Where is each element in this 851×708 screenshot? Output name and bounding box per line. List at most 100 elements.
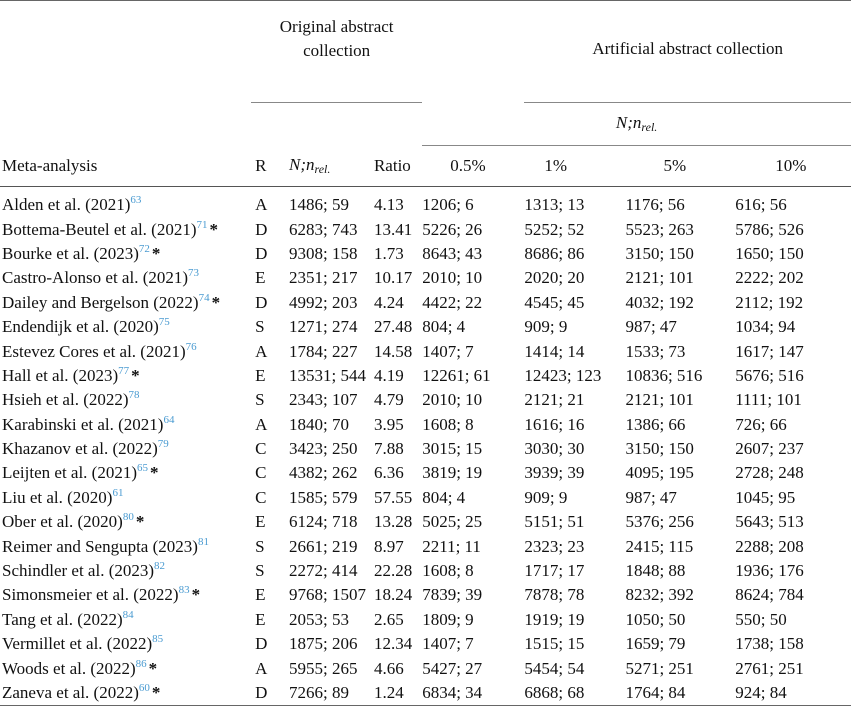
- reference-number: 72: [138, 242, 150, 255]
- ratio-cell: 3.95: [373, 414, 404, 434]
- star-marker: *: [135, 512, 145, 532]
- p5-cell: 1848; 88: [625, 561, 686, 581]
- ratio-cell: 6.36: [373, 463, 404, 483]
- ratio-cell: 7.88: [373, 439, 404, 459]
- r-cell: E: [255, 512, 266, 532]
- p5-cell: 1050; 50: [625, 609, 686, 629]
- p05-cell: 4422; 22: [422, 292, 483, 312]
- p5-cell: 2121; 101: [625, 390, 694, 410]
- meta-analysis-cell: Schindler et al. (2023)82: [2, 560, 166, 581]
- reference-number: 74: [198, 291, 210, 304]
- p10-cell: 5676; 516: [735, 365, 804, 385]
- r-cell: E: [255, 365, 266, 385]
- r-cell: C: [255, 487, 267, 507]
- p10-cell: 2728; 248: [735, 463, 804, 483]
- p5-cell: 1176; 56: [625, 195, 685, 215]
- reference-number: 77: [118, 364, 130, 377]
- ratio-cell: 14.58: [373, 341, 413, 361]
- original-n-cell: 5955; 265: [288, 658, 358, 678]
- p10-cell: 550; 50: [735, 609, 787, 629]
- original-n-cell: 2343; 107: [288, 390, 358, 410]
- table-row: Endendijk et al. (2020)75 S 1271; 274 27.48…: [0, 315, 851, 339]
- original-n-cell: 6283; 743: [288, 219, 358, 239]
- p05-cell: 2010; 10: [422, 390, 483, 410]
- r-cell: D: [255, 219, 268, 239]
- ratio-cell: 13.28: [373, 512, 413, 532]
- p1-cell: 1919; 19: [524, 609, 585, 629]
- p1-cell: 2121; 21: [524, 390, 585, 410]
- original-n-cell: 1875; 206: [288, 634, 358, 654]
- p10-cell: 1617; 147: [735, 341, 804, 361]
- p10-cell: 5643; 513: [735, 512, 804, 532]
- p1-cell: 4545; 45: [524, 292, 585, 312]
- meta-analysis-cell: Hsieh et al. (2022)78: [2, 389, 140, 410]
- r-cell: C: [255, 439, 267, 459]
- p10-cell: 2112; 192: [735, 292, 804, 312]
- p05-cell: 804; 4: [422, 317, 466, 337]
- p10-cell: 2288; 208: [735, 536, 804, 556]
- original-n-cell: 1784; 227: [288, 341, 358, 361]
- p5-cell: 1386; 66: [625, 414, 686, 434]
- reference-number: 78: [128, 389, 140, 402]
- reference-number: 65: [137, 462, 149, 475]
- r-cell: A: [255, 341, 268, 361]
- p1-cell: 1313; 13: [524, 195, 585, 215]
- ratio-cell: 10.17: [373, 268, 413, 288]
- r-cell: D: [255, 634, 268, 654]
- p5-cell: 8232; 392: [625, 585, 694, 605]
- star-marker: *: [131, 365, 140, 385]
- ratio-cell: 27.48: [373, 317, 413, 337]
- star-marker: *: [211, 292, 221, 312]
- col-ratio: Ratio: [373, 145, 423, 187]
- p5-cell: 1764; 84: [625, 683, 686, 702]
- table-row: Bourke et al. (2023)72 * D 9308; 158 1.73 864…: [0, 242, 851, 266]
- original-n-cell: 1271; 274: [288, 317, 358, 337]
- table-row: Estevez Cores et al. (2021)76 A 1784; 227 1…: [0, 339, 851, 363]
- meta-analysis-cell: Endendijk et al. (2020)75: [2, 316, 170, 337]
- p10-cell: 1111; 101: [735, 390, 802, 410]
- artificial-group-header: Artificial abstract collection: [524, 5, 851, 103]
- ratio-cell: 1.24: [373, 683, 404, 702]
- col-meta-analysis: Meta-analysis: [0, 145, 252, 187]
- p1-cell: 6868; 68: [524, 683, 585, 702]
- p10-cell: 8624; 784: [735, 585, 804, 605]
- p1-cell: 2020; 20: [524, 268, 585, 288]
- original-n-cell: 9308; 158: [288, 243, 358, 263]
- p1-cell: 909; 9: [524, 317, 568, 337]
- reference-number: 60: [138, 682, 150, 694]
- p5-cell: 4032; 192: [625, 292, 694, 312]
- reference-number: 82: [154, 560, 166, 573]
- meta-analysis-cell: Reimer and Sengupta (2023)81: [2, 535, 209, 556]
- table-row: Castro-Alonso et al. (2021)73 E 2351; 217 1…: [0, 266, 851, 290]
- table-row: Bottema-Beutel et al. (2021)71 * D 6283; 74…: [0, 217, 851, 241]
- r-cell: D: [255, 243, 268, 263]
- p05-cell: 1407; 7: [422, 634, 474, 654]
- reference-number: 80: [122, 511, 134, 524]
- p5-cell: 1659; 79: [625, 634, 686, 654]
- original-n-cell: 2661; 219: [288, 536, 358, 556]
- p1-cell: 12423; 123: [524, 365, 602, 385]
- table-row: Reimer and Sengupta (2023)81 S 2661; 219 8.…: [0, 534, 851, 558]
- ratio-cell: 4.13: [373, 195, 404, 215]
- ratio-cell: 12.34: [373, 634, 413, 654]
- p5-cell: 987; 47: [625, 487, 677, 507]
- meta-analysis-cell: Khazanov et al. (2022)79: [2, 438, 169, 459]
- ratio-cell: 4.24: [373, 292, 404, 312]
- meta-analysis-cell: Tang et al. (2022)84: [2, 608, 134, 629]
- table-row: Hall et al. (2023)77 * E 13531; 544 4.19 1226…: [0, 364, 851, 388]
- meta-analysis-cell: Zaneva et al. (2022)60 *: [2, 682, 161, 703]
- col-p05: 0.5%: [422, 145, 525, 187]
- p05-cell: 804; 4: [422, 487, 466, 507]
- p10-cell: 1936; 176: [735, 561, 804, 581]
- reference-number: 81: [197, 535, 209, 548]
- p05-cell: 2010; 10: [422, 268, 483, 288]
- meta-analysis-cell: Castro-Alonso et al. (2021)73: [2, 267, 200, 288]
- col-p10: 10%: [735, 145, 851, 187]
- p10-cell: 1650; 150: [735, 243, 804, 263]
- meta-analysis-cell: Woods et al. (2022)86 *: [2, 657, 158, 678]
- r-cell: E: [255, 268, 266, 288]
- original-n-cell: 9768; 1507: [288, 585, 366, 605]
- ratio-cell: 18.24: [373, 585, 413, 605]
- ratio-cell: 4.79: [373, 390, 404, 410]
